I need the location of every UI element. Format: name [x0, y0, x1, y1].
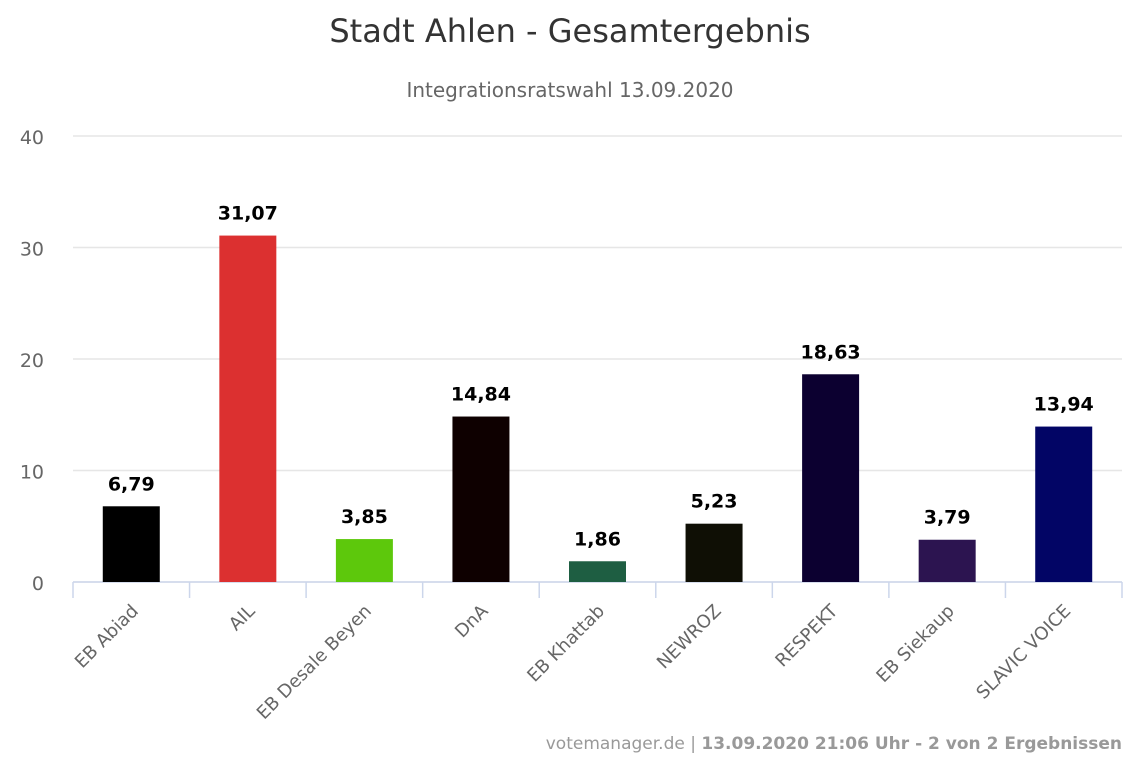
bar[interactable] [219, 235, 277, 582]
data-label: 18,63 [801, 341, 861, 363]
credit-site-link[interactable]: votemanager.de [545, 734, 685, 754]
bar[interactable] [569, 561, 626, 582]
x-tick-label: RESPEKT [771, 600, 842, 671]
bars [102, 235, 1093, 582]
data-label: 31,07 [218, 203, 278, 225]
data-label: 13,94 [1034, 394, 1094, 416]
chart-title: Stadt Ahlen - Gesamtergebnis [329, 12, 811, 50]
bar[interactable] [335, 539, 393, 582]
bar[interactable] [685, 523, 743, 582]
y-tick-label: 30 [20, 239, 44, 261]
data-label: 5,23 [691, 491, 738, 513]
credit-timestamp: 13.09.2020 21:06 Uhr - 2 von 2 Ergebniss… [701, 734, 1122, 754]
data-label: 3,79 [924, 507, 971, 529]
bar[interactable] [918, 539, 976, 582]
credit-footer: votemanager.de | 13.09.2020 21:06 Uhr - … [546, 734, 1122, 754]
x-tick-label: EB Siekaup [872, 601, 958, 687]
data-label: 14,84 [451, 384, 511, 406]
credit-separator: | [684, 734, 702, 754]
x-tick-label: SLAVIC VOICE [972, 601, 1075, 704]
y-tick-label: 40 [20, 127, 44, 149]
x-tick-label: NEWROZ [653, 601, 726, 674]
data-labels: 6,79 31,07 3,85 14,84 1,86 5,23 18,63 3,79 13,94 [108, 203, 1094, 551]
bar[interactable] [452, 416, 510, 582]
x-tick-label: EB Khattab [523, 601, 609, 687]
y-tick-label: 20 [20, 350, 44, 372]
x-tick-label: EB Abiad [71, 601, 143, 673]
x-tick-label: EB Desale Beyen [253, 601, 376, 724]
data-label: 6,79 [108, 473, 155, 495]
bar[interactable] [1035, 426, 1093, 582]
bar[interactable] [802, 374, 860, 582]
chart-subtitle: Integrationsratswahl 13.09.2020 [406, 78, 734, 102]
y-tick-label: 10 [20, 462, 44, 484]
y-tick-label: 0 [32, 573, 44, 595]
x-tick-label: DnA [451, 600, 493, 642]
data-label: 1,86 [574, 528, 621, 550]
y-axis-ticks: 0 10 20 30 40 [20, 127, 44, 595]
bar[interactable] [102, 506, 160, 582]
x-axis [72, 581, 1123, 598]
x-tick-label: AIL [225, 601, 259, 635]
data-label: 3,85 [341, 506, 388, 528]
